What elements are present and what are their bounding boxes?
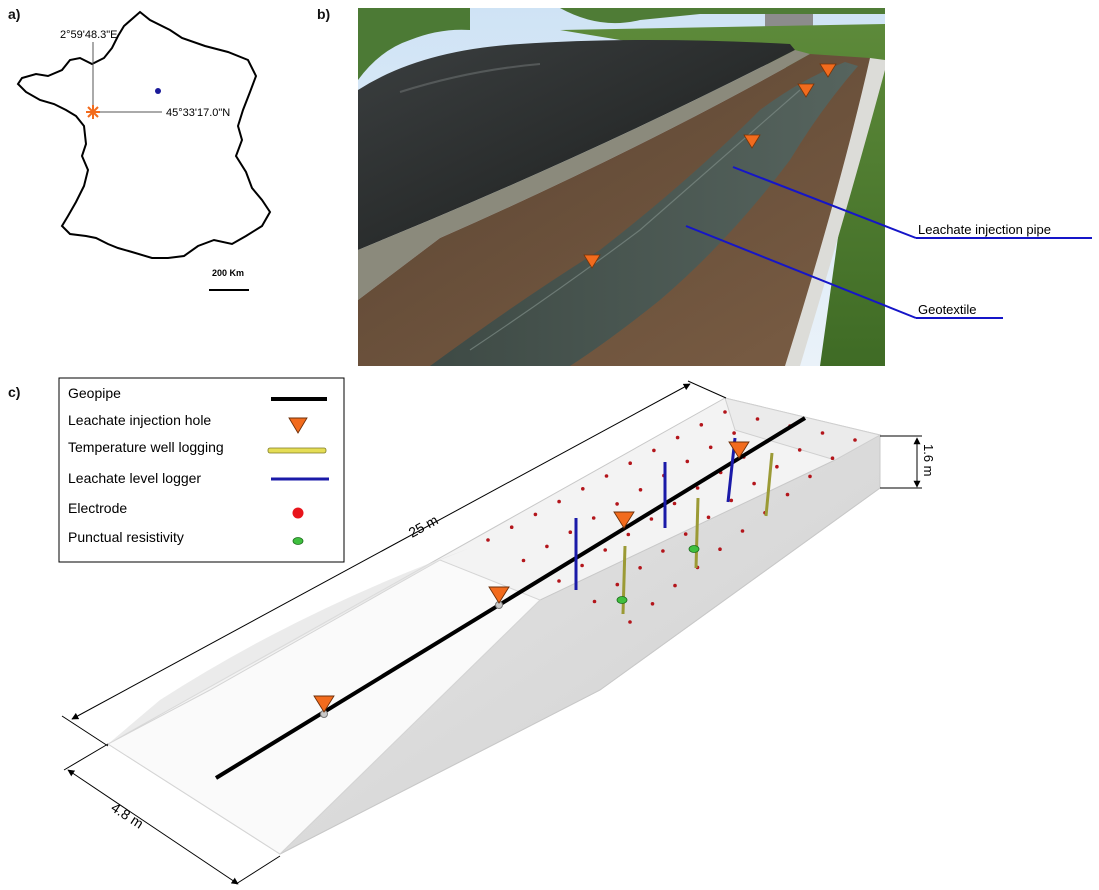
electrode <box>699 423 704 427</box>
geopipe <box>214 416 807 780</box>
injection-hole <box>613 511 635 529</box>
electrode <box>708 445 713 450</box>
electrode <box>695 486 700 490</box>
length-label: 25 m <box>406 512 441 541</box>
panel-b-label: b) <box>317 6 331 22</box>
electrode <box>486 538 490 542</box>
panel-c-label: c) <box>8 384 21 400</box>
electrode <box>509 525 514 529</box>
width-label: 4.8 m <box>108 799 146 831</box>
injection-hole <box>313 695 335 718</box>
temperature-well <box>764 452 774 517</box>
punctual-resistivity <box>688 545 700 553</box>
injection-hole <box>488 586 510 609</box>
electrode <box>521 558 526 563</box>
electrode <box>685 459 690 464</box>
callout-line-geotextile <box>685 225 917 319</box>
electrode <box>661 549 665 553</box>
electrode <box>752 481 756 486</box>
legend-label-geopipe: Geopipe <box>68 385 121 401</box>
legend-label-injection: Leachate injection hole <box>68 412 211 428</box>
france-outline <box>16 10 272 259</box>
electrode <box>673 583 677 588</box>
temperature-well <box>694 497 700 569</box>
electrode <box>732 431 736 435</box>
punctual-resistivity <box>616 596 628 604</box>
electrode <box>683 532 688 536</box>
electrode <box>580 563 584 568</box>
legend-triangle-icon <box>288 417 308 434</box>
electrode <box>830 456 835 461</box>
callout-leachate-injection-pipe: Leachate injection pipe <box>918 222 1051 237</box>
legend-label-electrode: Electrode <box>68 500 127 516</box>
electrode <box>638 566 642 570</box>
temperature-well <box>621 545 627 615</box>
legend-well-symbol <box>267 447 327 454</box>
electrode <box>615 502 619 506</box>
electrode <box>604 474 609 478</box>
electrode <box>649 517 654 521</box>
electrode <box>820 431 825 435</box>
scale-bar-label: 200 Km <box>212 268 244 278</box>
legend-label-resistivity: Punctual resistivity <box>68 529 184 545</box>
electrode <box>557 579 561 583</box>
electrode <box>808 474 812 479</box>
site-photo: Leachate injection pipe Geotextile <box>358 8 1092 366</box>
longitude-label: 2°59'48.3"E <box>60 29 118 41</box>
cell-schematic: 25 m 4.8 m 1.6 m <box>61 380 936 885</box>
electrode <box>557 499 561 504</box>
legend-electrode-symbol <box>292 507 304 519</box>
map-panel: 2°59'48.3"E 45°33'17.0"N 200 Km <box>16 10 272 291</box>
electrode <box>628 620 632 624</box>
electrode <box>626 532 631 537</box>
callout-geotextile: Geotextile <box>918 302 977 317</box>
electrode <box>581 487 585 491</box>
callout-line-pipe <box>732 166 917 239</box>
electrode <box>568 530 573 534</box>
electrode <box>729 498 734 503</box>
electrode <box>672 501 677 506</box>
electrode <box>775 464 779 469</box>
injection-hole <box>728 441 750 459</box>
electrode <box>706 515 711 520</box>
electrode <box>592 599 597 604</box>
depth-label: 1.6 m <box>921 444 936 477</box>
electrode <box>533 512 538 517</box>
electrode <box>638 488 643 492</box>
length-dimension <box>71 383 691 720</box>
width-dimension <box>67 769 239 885</box>
electrode <box>628 461 632 466</box>
city-dot <box>155 88 161 94</box>
electrode <box>755 417 760 421</box>
electrode <box>723 410 727 414</box>
electrode <box>718 547 722 551</box>
latitude-label: 45°33'17.0"N <box>166 107 230 119</box>
electrode <box>545 544 549 549</box>
electrode <box>797 448 802 452</box>
panel-a-label: a) <box>8 6 21 22</box>
electrode <box>785 492 790 497</box>
legend-resistivity-symbol <box>292 537 304 545</box>
electrode <box>603 548 607 552</box>
electrode <box>853 438 857 442</box>
legend: Geopipe Leachate injection hole Temperat… <box>58 377 345 563</box>
electrode <box>652 448 656 453</box>
electrode <box>591 516 596 520</box>
electrode <box>675 435 680 440</box>
legend-label-temperature: Temperature well logging <box>68 439 224 455</box>
electrode <box>615 582 620 587</box>
site-marker-icon <box>86 105 100 119</box>
electrode <box>740 529 745 533</box>
legend-label-logger: Leachate level logger <box>68 470 201 486</box>
electrode <box>650 602 655 606</box>
